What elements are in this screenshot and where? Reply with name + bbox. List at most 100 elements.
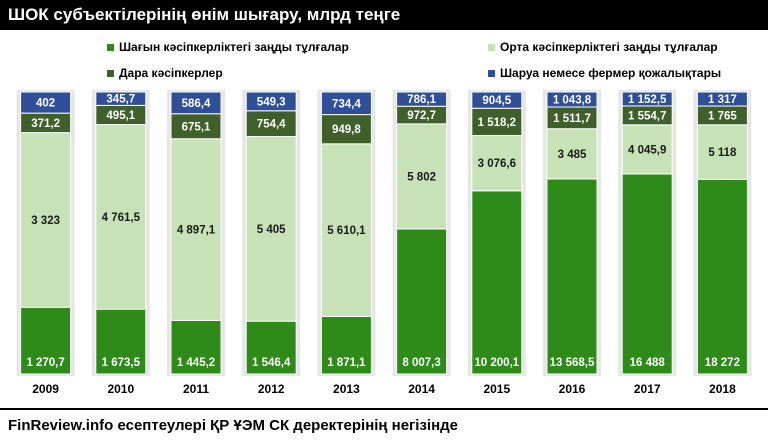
bar-segment	[696, 178, 748, 375]
data-label: 495,1	[106, 110, 135, 122]
data-label: 1 043,8	[553, 95, 592, 107]
x-tick-label: 2018	[709, 382, 736, 396]
bar-segment	[621, 173, 673, 375]
source-note: FinReview.info есептеулері ҚР ҰЭМ СК дер…	[8, 417, 459, 434]
legend-item-medium: Орта кәсіпкерліктегі заңды тұлғалар	[488, 40, 718, 54]
legend-label-individual: Дара кәсіпкерлер	[119, 66, 223, 80]
x-tick-label: 2013	[333, 382, 360, 396]
bar-segment	[621, 91, 673, 107]
data-label: 675,1	[182, 121, 211, 133]
data-label: 1 765	[708, 110, 737, 122]
bar-segment	[396, 123, 448, 230]
data-label: 8 007,3	[402, 357, 440, 369]
data-label: 5 118	[708, 147, 737, 159]
data-label: 1 871,1	[327, 357, 366, 369]
bar-segment	[396, 91, 448, 107]
bar-segment	[95, 91, 147, 106]
data-label: 10 200,1	[474, 357, 519, 369]
x-tick-label: 2016	[559, 382, 586, 396]
bar-segment	[245, 320, 297, 375]
legend-label-small: Шағын кәсіпкерліктегі заңды тұлғалар	[119, 40, 349, 54]
data-label: 3 076,6	[478, 158, 516, 170]
bar-segment	[471, 91, 523, 109]
legend-label-farm: Шаруа немесе фермер қожалықтары	[500, 66, 722, 80]
x-tick-label: 2015	[483, 382, 510, 396]
data-label: 4 897,1	[177, 225, 216, 237]
data-label: 949,8	[332, 124, 361, 136]
data-label: 1 546,4	[252, 357, 291, 369]
data-label: 1 518,2	[478, 117, 516, 129]
bar-segment	[320, 91, 372, 116]
bar-segment	[320, 315, 372, 375]
data-label: 5 405	[257, 224, 286, 236]
data-label: 1 673,5	[102, 357, 141, 369]
bar-segment	[471, 107, 523, 137]
data-label: 1 511,7	[553, 113, 591, 125]
bar-segment	[471, 190, 523, 375]
bar-segment	[320, 143, 372, 317]
bar-segment	[546, 91, 598, 108]
data-label: 371,2	[31, 118, 60, 130]
legend-swatch-medium	[488, 43, 495, 51]
data-label: 18 272	[705, 357, 740, 369]
data-label: 3 323	[31, 215, 60, 227]
x-tick-label: 2011	[183, 382, 209, 396]
data-label: 13 568,5	[550, 357, 595, 369]
bar-segment	[245, 91, 297, 112]
bar-segment	[696, 124, 748, 180]
bar-segment	[20, 91, 72, 114]
data-label: 1 152,5	[628, 94, 667, 106]
bar-segment	[20, 132, 72, 308]
data-label: 1 445,2	[177, 357, 215, 369]
data-label: 1 554,7	[628, 110, 666, 122]
bar-segment	[95, 308, 147, 375]
x-tick-label: 2014	[408, 382, 435, 396]
data-label: 1 317	[708, 94, 737, 106]
data-label: 972,7	[407, 110, 436, 122]
bar-segment	[546, 178, 598, 375]
data-label: 1 270,7	[26, 357, 64, 369]
bar-segment	[245, 110, 297, 138]
bar-segment	[170, 138, 222, 321]
data-label: 549,3	[257, 96, 286, 108]
legend-item-individual: Дара кәсіпкерлер	[107, 66, 223, 80]
data-label: 734,4	[332, 98, 361, 110]
x-tick-label: 2009	[32, 382, 59, 396]
data-label: 754,4	[257, 119, 286, 131]
bar-segment	[546, 128, 598, 180]
data-label: 4 761,5	[102, 212, 141, 224]
legend-item-small: Шағын кәсіпкерліктегі заңды тұлғалар	[107, 40, 349, 54]
bar-segment	[20, 306, 72, 375]
legend: Шағын кәсіпкерліктегі заңды тұлғалар Орт…	[0, 34, 768, 84]
data-label: 345,7	[106, 94, 135, 106]
legend-item-farm: Шаруа немесе фермер қожалықтары	[488, 66, 721, 80]
chart-title-bar: ШОК субъектілерінің өнім шығару, млрд те…	[0, 0, 768, 30]
x-tick-label: 2017	[634, 382, 661, 396]
bar-segment	[396, 228, 448, 375]
data-label: 5 802	[407, 171, 436, 183]
bar-segment	[471, 135, 523, 192]
data-label: 786,1	[407, 94, 436, 106]
bar-segment	[95, 124, 147, 310]
legend-swatch-small	[107, 43, 114, 51]
data-label: 4 045,9	[628, 144, 666, 156]
data-label: 5 610,1	[327, 225, 366, 237]
data-label: 16 488	[630, 357, 666, 369]
bar-segment	[696, 91, 748, 107]
legend-swatch-individual	[107, 69, 114, 77]
x-tick-label: 2010	[107, 382, 134, 396]
bar-segment	[170, 91, 222, 115]
legend-label-medium: Орта кәсіпкерліктегі заңды тұлғалар	[500, 40, 718, 54]
data-label: 904,5	[482, 95, 511, 107]
data-label: 3 485	[558, 149, 587, 161]
stacked-bar-chart: 1 270,7 3 323 371,2 402 2009 1 673,5 4 761,5 49…	[16, 90, 752, 396]
chart-title: ШОК субъектілерінің өнім шығару, млрд те…	[8, 5, 401, 24]
bar-segment	[170, 319, 222, 375]
data-label: 586,4	[182, 98, 211, 110]
legend-swatch-farm	[488, 69, 495, 77]
x-tick-label: 2012	[258, 382, 285, 396]
source-bar: FinReview.info есептеулері ҚР ҰЭМ СК дер…	[0, 408, 768, 441]
bar-segment	[320, 114, 372, 145]
data-label: 402	[36, 98, 55, 110]
bar-segment	[170, 113, 222, 140]
